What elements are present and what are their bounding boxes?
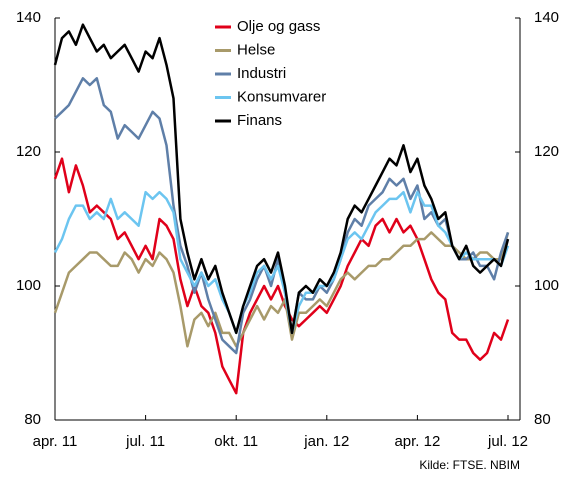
series-line bbox=[53, 157, 510, 395]
y2-tick-label: 80 bbox=[534, 411, 551, 428]
series-line bbox=[53, 190, 510, 335]
x-tick-label: apr. 11 bbox=[33, 433, 78, 450]
x-tick-label: jul. 12 bbox=[487, 433, 528, 450]
x-tick-label: jan. 12 bbox=[303, 433, 349, 450]
y2-tick-label: 120 bbox=[534, 143, 559, 160]
series-line bbox=[53, 23, 510, 335]
series-line bbox=[53, 231, 510, 348]
y2-tick-label: 140 bbox=[534, 9, 559, 26]
legend-label: Helse bbox=[237, 41, 275, 58]
legend-label: Olje og gass bbox=[237, 18, 320, 35]
x-tick-label: apr. 12 bbox=[394, 433, 440, 450]
legend-label: Konsumvarer bbox=[237, 88, 326, 105]
x-tick-label: okt. 11 bbox=[214, 433, 258, 450]
source: Kilde: FTSE. NBIM bbox=[419, 458, 520, 472]
legend-label: Finans bbox=[237, 112, 282, 129]
legend-label: Industri bbox=[237, 65, 286, 82]
y-tick-label: 120 bbox=[16, 143, 41, 160]
x-tick-label: jul. 11 bbox=[125, 433, 165, 450]
y-tick-label: 80 bbox=[24, 411, 41, 428]
y2-tick-label: 100 bbox=[534, 277, 559, 294]
y-tick-label: 100 bbox=[16, 277, 41, 294]
y-tick-label: 140 bbox=[16, 9, 41, 26]
